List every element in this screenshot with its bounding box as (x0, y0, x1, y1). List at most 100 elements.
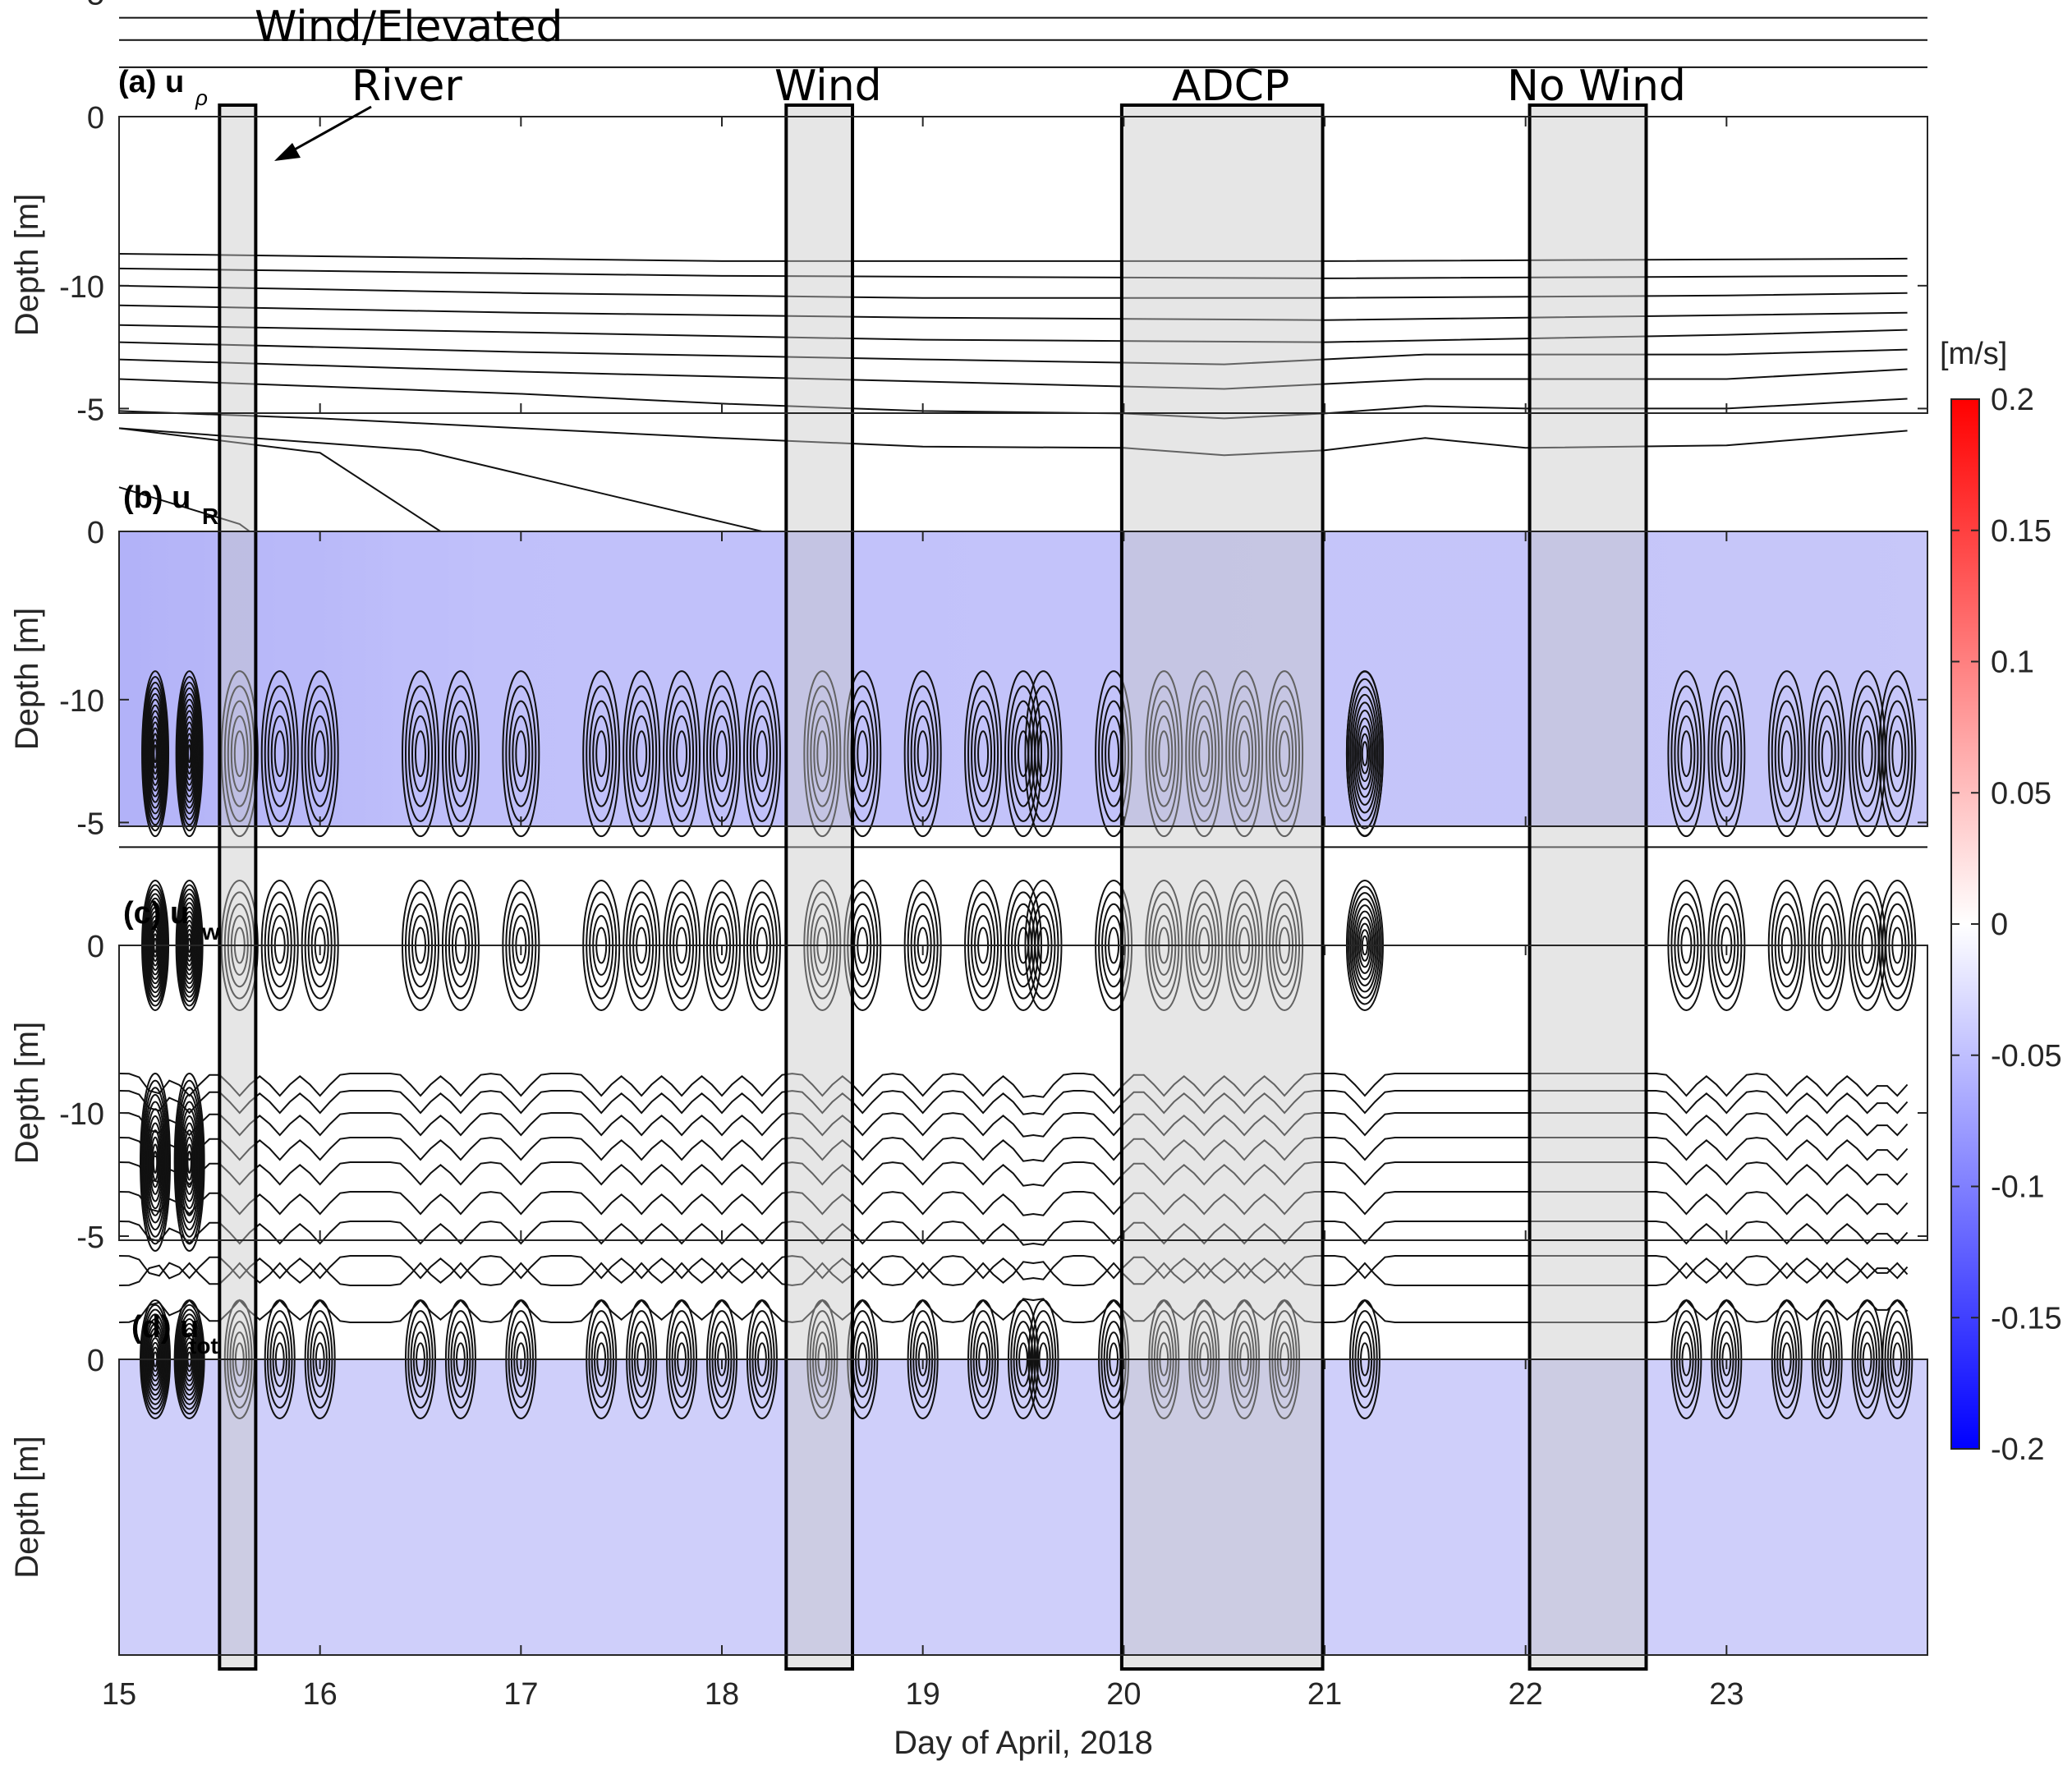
contour-c-bot-20-3 (1155, 715, 1174, 793)
contour-c-bot-18-3 (1034, 715, 1053, 793)
x-tick-label-16: 16 (303, 1677, 338, 1712)
svg-text:(d) u: (d) u (131, 1310, 199, 1345)
contour-d-bot-1-5 (179, 1108, 200, 1216)
panels (119, 260, 1927, 1655)
svg-text:(a) u: (a) u (118, 65, 184, 99)
contour-c-bot-5-0 (402, 670, 439, 838)
contour-c-bot-14-3 (853, 715, 872, 793)
contour-d-5 (118, 1161, 1909, 1187)
y-tick-label-a-0: 0 (87, 101, 104, 136)
contour-c-bot-0-0 (141, 670, 170, 838)
y-tick-label-c--10: -10 (59, 684, 104, 719)
contour-c-bot-14-4 (857, 730, 869, 778)
shaded-period-1 (784, 103, 855, 1671)
contour-c-bot-8-2 (589, 700, 614, 807)
contour-c-bot-5-4 (415, 730, 426, 778)
x-tick-label-23: 23 (1709, 1677, 1744, 1712)
contour-d-0 (118, 1298, 1909, 1324)
contour-c-bot-22-2 (1232, 700, 1257, 807)
axes-frame-d (118, 1359, 1928, 1656)
contour-c-bot-0-8 (148, 715, 163, 792)
contour-d-bot-0-2 (141, 1087, 169, 1238)
y-tick-label-b-0: 0 (87, 516, 104, 550)
contour-c-bot-5-3 (411, 715, 430, 793)
contour-c-bot-19-2 (1101, 700, 1127, 807)
contour-c-bot-23-4 (1279, 730, 1291, 778)
svg-text:ρ: ρ (195, 85, 208, 110)
shaded-period-2 (1119, 103, 1325, 1671)
contour-c-bot-3-2 (267, 700, 292, 807)
contour-c-bot-13-4 (816, 730, 829, 778)
contour-d-bot-1-2 (176, 1087, 203, 1238)
contour-c-bot-28-0 (1808, 670, 1846, 838)
y-tick-label-b--5: -5 (76, 393, 104, 427)
contour-d-bot-0-11 (152, 1151, 159, 1174)
contour-c-bot-0-12 (152, 738, 159, 769)
contour-c-bot-1-1 (176, 676, 203, 832)
contour-c-bot-0-1 (142, 676, 168, 832)
contour-c-bot-8-4 (595, 730, 608, 778)
field-d-layer-4 (119, 1108, 1927, 1655)
contour-c-bot-4-0 (301, 670, 339, 838)
contour-c-bot-18-2 (1031, 700, 1056, 807)
contour-c-bot-1-8 (182, 715, 196, 792)
contour-c-bot-9-3 (632, 715, 651, 793)
contour-c-bot-1-12 (186, 738, 193, 769)
contour-c-bot-24-7 (1358, 725, 1372, 783)
contour-c-bot-4-3 (310, 715, 329, 793)
contour-c-bot-25-4 (1680, 730, 1693, 778)
panel-title-b: (b) u R (123, 480, 218, 529)
contour-c-bot-1-4 (179, 692, 200, 815)
contour-c-bot-22-4 (1238, 730, 1251, 778)
contour-c-bot-12-4 (756, 730, 768, 778)
contour-c-bot-24-3 (1351, 693, 1379, 814)
contour-b-6 (118, 341, 1908, 365)
contour-c-bot-14-0 (843, 670, 882, 838)
svg-text:w: w (201, 919, 220, 945)
contour-c-bot-1-2 (177, 681, 202, 826)
contour-c-bot-11-3 (713, 715, 731, 793)
contour-c-bot-1-5 (180, 698, 200, 809)
contour-d-1 (118, 1261, 1909, 1287)
contour-c-bot-16-2 (971, 700, 996, 807)
contour-c-bot-27-3 (1777, 715, 1796, 793)
contour-b-10 (118, 267, 1908, 279)
contour-c-bot-23-0 (1266, 670, 1304, 838)
field-b-layer-3 (119, 285, 1927, 826)
contour-c-bot-30-1 (1881, 685, 1913, 822)
contour-c-bot-14-1 (847, 685, 879, 822)
contour-c-bot-21-1 (1188, 685, 1220, 822)
contour-c-bot-7-3 (512, 715, 531, 793)
colorbar-label: [m/s] (1940, 337, 2007, 371)
field-b-layer-1 (119, 359, 1927, 826)
contour-c-bot-12-0 (742, 670, 781, 838)
contour-c-bot-0-13 (153, 744, 158, 764)
contour-b-5 (118, 358, 1908, 390)
shaded-period-0 (218, 103, 258, 1671)
x-tick-label-21: 21 (1307, 1677, 1342, 1712)
contour-c-bot-8-1 (586, 685, 618, 822)
contour-c-bot-20-0 (1145, 670, 1183, 838)
contour-c-bot-26-0 (1707, 670, 1746, 838)
contour-c-bot-30-0 (1878, 670, 1917, 838)
contour-c-bot-19-0 (1095, 670, 1133, 838)
contour-c-bot-21-4 (1198, 730, 1211, 778)
contour-b-0 (118, 486, 250, 532)
contour-d-bot-0-0 (140, 1073, 172, 1252)
x-tick-label-19: 19 (906, 1677, 940, 1712)
contour-b-9 (118, 284, 1908, 299)
contour-d-4 (118, 1190, 1909, 1216)
contour-c-bot-1-13 (186, 744, 192, 764)
contour-c-bot-24-2 (1349, 686, 1381, 822)
contour-c-bot-29-3 (1858, 715, 1877, 793)
contour-c-bot-7-2 (508, 700, 534, 807)
contour-c-bot-6-4 (454, 730, 466, 778)
colorbar-tick-label-3: 0.05 (1991, 776, 2051, 811)
contour-c-bot-25-2 (1674, 700, 1699, 807)
contour-b-3 (118, 410, 1908, 457)
contour-c-bot-5-1 (405, 685, 436, 822)
contour-c-bot-21-3 (1195, 715, 1214, 793)
contour-c-bot-2-2 (227, 700, 252, 807)
y-axis-label-d: Depth [m] (9, 1436, 45, 1578)
field-b (119, 531, 1927, 826)
